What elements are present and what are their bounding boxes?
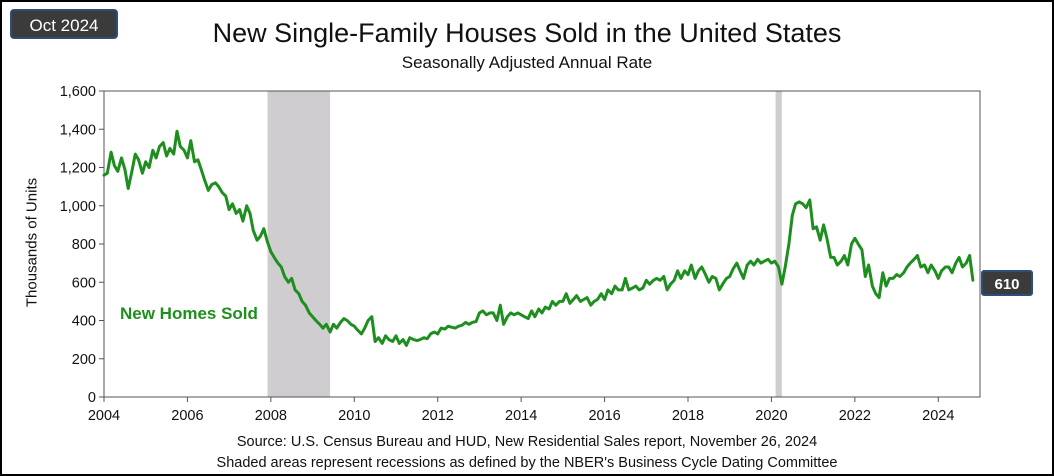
- y-tick-label: 0: [88, 390, 96, 406]
- y-axis-label: Thousands of Units: [23, 177, 41, 308]
- x-tick-label: 2022: [839, 408, 871, 424]
- y-axis: 0 200 400 600 800 1,000 1,200 1,400 1,600: [60, 84, 104, 406]
- chart-title: New Single-Family Houses Sold in the Uni…: [212, 18, 842, 48]
- y-tick-label: 400: [72, 314, 96, 330]
- chart-subtitle: Seasonally Adjusted Annual Rate: [401, 53, 653, 72]
- last-value-badge: 610: [981, 270, 1033, 296]
- x-tick-label: 2024: [922, 408, 954, 424]
- y-tick-label: 800: [72, 237, 96, 253]
- x-tick-label: 2008: [255, 408, 287, 424]
- series-label: New Homes Sold: [120, 304, 258, 323]
- recession-band-1: [267, 91, 331, 397]
- y-tick-label: 600: [72, 275, 96, 291]
- x-tick-label: 2014: [505, 408, 537, 424]
- plot-area: [103, 90, 981, 398]
- x-tick-label: 2020: [755, 408, 787, 424]
- x-tick-label: 2006: [171, 408, 203, 424]
- x-tick-label: 2010: [338, 408, 370, 424]
- y-tick-label: 200: [72, 352, 96, 368]
- source-note: Source: U.S. Census Bureau and HUD, New …: [236, 434, 818, 450]
- x-tick-label: 2004: [88, 408, 120, 424]
- y-tick-label: 1,400: [60, 122, 96, 138]
- series-line-new-homes-sold: [102, 129, 975, 347]
- y-tick-label: 1,600: [60, 84, 96, 100]
- recession-note: Shaded areas represent recessions as def…: [216, 455, 838, 471]
- recession-band-2: [775, 91, 782, 397]
- x-tick-label: 2016: [588, 408, 620, 424]
- date-badge: Oct 2024: [10, 9, 118, 39]
- y-tick-label: 1,000: [60, 199, 96, 215]
- x-axis: 2004 2006 2008 2010 2012 2014 2016 2018 2020 2022…: [88, 397, 954, 424]
- recession-shading: [267, 91, 782, 397]
- x-tick-label: 2012: [422, 408, 454, 424]
- y-tick-label: 1,200: [60, 161, 96, 177]
- x-tick-label: 2018: [672, 408, 704, 424]
